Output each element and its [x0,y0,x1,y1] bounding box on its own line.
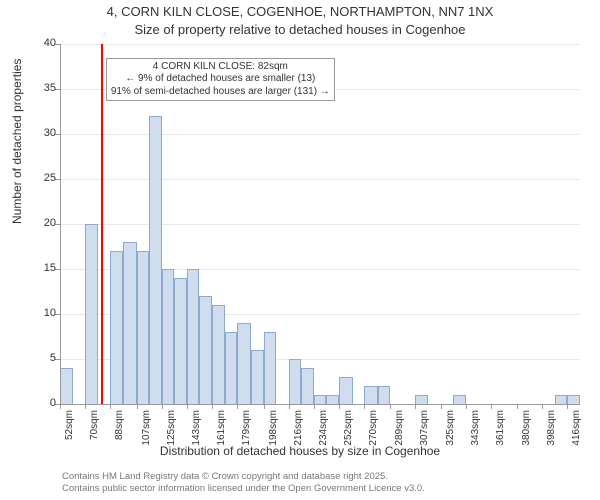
x-tick-mark [110,404,111,409]
histogram-bar [289,359,302,404]
x-tick-label: 88sqm [114,410,125,454]
histogram-bar [174,278,187,404]
y-axis-line [60,44,61,404]
histogram-bar [555,395,568,404]
x-tick-mark [339,404,340,409]
y-tick-label: 35 [26,82,56,94]
y-axis-label: Number of detached properties [10,59,24,224]
y-tick-label: 15 [26,262,56,274]
x-tick-label: 307sqm [419,410,430,454]
histogram-bar [378,386,391,404]
histogram-bar [314,395,327,404]
x-tick-mark [264,404,265,409]
histogram-bar [162,269,175,404]
x-tick-label: 198sqm [268,410,279,454]
histogram-bar [339,377,353,404]
histogram-bar [251,350,264,404]
annotation-box: 4 CORN KILN CLOSE: 82sqm← 9% of detached… [106,58,335,102]
x-tick-label: 252sqm [343,410,354,454]
x-tick-label: 52sqm [64,410,75,454]
histogram-bar [415,395,428,404]
histogram-bar [137,251,150,404]
x-tick-mark [441,404,442,409]
grid-line [60,224,580,225]
grid-line [60,44,580,45]
x-tick-mark [60,404,61,409]
plot-area: 4 CORN KILN CLOSE: 82sqm← 9% of detached… [60,44,580,404]
grid-line [60,134,580,135]
x-tick-mark [314,404,315,409]
chart-title-main: 4, CORN KILN CLOSE, COGENHOE, NORTHAMPTO… [0,4,600,19]
x-tick-label: 125sqm [166,410,177,454]
histogram-bar [453,395,466,404]
histogram-bar [237,323,251,404]
x-tick-mark [289,404,290,409]
footer-line-2: Contains public sector information licen… [62,483,425,494]
x-tick-mark [567,404,568,409]
x-tick-label: 216sqm [293,410,304,454]
x-tick-mark [137,404,138,409]
histogram-bar [199,296,212,404]
histogram-bar [187,269,200,404]
y-tick-label: 5 [26,352,56,364]
x-axis-line [60,404,580,405]
x-tick-mark [491,404,492,409]
x-tick-label: 380sqm [521,410,532,454]
chart-container: 4, CORN KILN CLOSE, COGENHOE, NORTHAMPTO… [0,0,600,500]
histogram-bar [301,368,314,404]
x-tick-label: 361sqm [495,410,506,454]
histogram-bar [212,305,225,404]
x-tick-label: 398sqm [546,410,557,454]
x-tick-mark [517,404,518,409]
x-tick-label: 161sqm [216,410,227,454]
x-tick-mark [542,404,543,409]
x-tick-label: 289sqm [394,410,405,454]
y-tick-label: 0 [26,397,56,409]
x-tick-label: 143sqm [191,410,202,454]
x-tick-mark [466,404,467,409]
histogram-bar [264,332,277,404]
y-tick-label: 40 [26,37,56,49]
histogram-bar [364,386,378,404]
x-tick-mark [85,404,86,409]
y-tick-label: 30 [26,127,56,139]
y-tick-label: 20 [26,217,56,229]
x-tick-label: 343sqm [470,410,481,454]
histogram-bar [567,395,580,404]
grid-line [60,179,580,180]
histogram-bar [149,116,162,404]
chart-title-sub: Size of property relative to detached ho… [0,22,600,37]
y-tick-label: 10 [26,307,56,319]
x-tick-mark [187,404,188,409]
marker-line [101,44,103,404]
x-tick-label: 325sqm [445,410,456,454]
histogram-bar [85,224,98,404]
x-tick-label: 234sqm [318,410,329,454]
x-tick-mark [212,404,213,409]
x-tick-label: 270sqm [368,410,379,454]
x-tick-label: 416sqm [571,410,582,454]
footer-line-1: Contains HM Land Registry data © Crown c… [62,471,388,482]
x-tick-mark [162,404,163,409]
x-tick-label: 107sqm [141,410,152,454]
x-tick-mark [390,404,391,409]
histogram-bar [225,332,238,404]
x-tick-mark [415,404,416,409]
histogram-bar [326,395,339,404]
annotation-line: 91% of semi-detached houses are larger (… [111,86,330,99]
annotation-line: ← 9% of detached houses are smaller (13) [111,73,330,86]
histogram-bar [110,251,123,404]
y-tick-label: 25 [26,172,56,184]
annotation-line: 4 CORN KILN CLOSE: 82sqm [111,61,330,74]
x-tick-mark [237,404,238,409]
histogram-bar [60,368,73,404]
x-tick-label: 70sqm [89,410,100,454]
histogram-bar [123,242,137,404]
x-tick-label: 179sqm [241,410,252,454]
x-tick-mark [364,404,365,409]
